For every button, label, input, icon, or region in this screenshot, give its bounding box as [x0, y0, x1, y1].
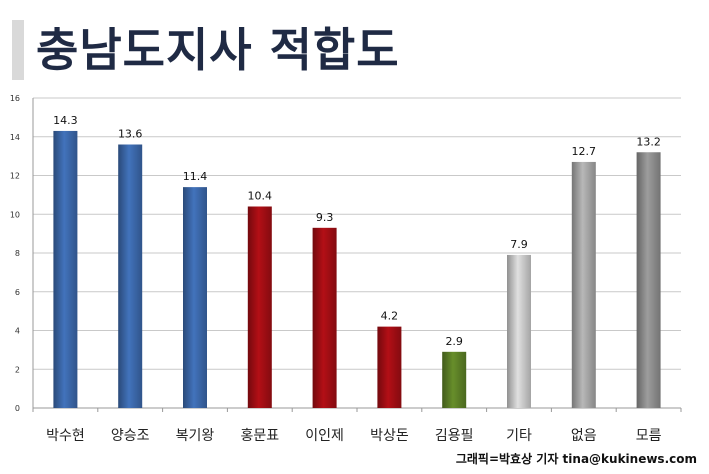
bar	[571, 161, 596, 408]
bar-value-label: 14.3	[53, 114, 78, 127]
category-label: 기타	[506, 428, 532, 444]
bar	[312, 227, 337, 408]
bar-value-label: 13.2	[636, 135, 661, 148]
category-label: 복기왕	[176, 428, 215, 444]
bar	[247, 206, 272, 408]
category-label: 이인제	[305, 428, 344, 444]
bar-value-label: 12.7	[572, 145, 597, 158]
y-tick-label: 16	[10, 94, 20, 103]
title-accent-bar	[12, 20, 24, 80]
y-tick-label: 0	[15, 404, 20, 413]
category-label: 김용필	[435, 428, 474, 444]
y-tick-label: 2	[15, 365, 20, 374]
bar	[118, 144, 143, 408]
bar	[507, 254, 531, 408]
y-tick-label: 12	[10, 172, 20, 181]
category-label: 모름	[636, 428, 662, 444]
bar-value-label: 2.9	[445, 335, 463, 348]
y-tick-label: 8	[15, 249, 20, 258]
y-tick-label: 14	[10, 133, 20, 142]
bar	[636, 152, 661, 408]
bar-value-label: 4.2	[381, 310, 399, 323]
y-tick-label: 6	[15, 288, 20, 297]
category-label: 없음	[571, 428, 597, 444]
category-label: 양승조	[111, 428, 150, 444]
category-label: 박수현	[46, 428, 85, 444]
bar-value-label: 7.9	[510, 238, 528, 251]
category-label: 홍문표	[240, 428, 279, 444]
bar	[442, 351, 467, 408]
graphic-credit: 그래픽=박효상 기자 tina@kukinews.com	[455, 452, 697, 466]
bar	[183, 187, 207, 408]
page-title: 충남도지사 적합도	[36, 23, 400, 77]
category-label: 박상돈	[370, 428, 409, 444]
bar-value-label: 11.4	[183, 170, 208, 183]
title-block: 충남도지사 적합도	[12, 18, 400, 82]
bar-value-label: 13.6	[118, 128, 143, 141]
bar-value-label: 9.3	[316, 211, 334, 224]
y-tick-label: 4	[15, 327, 20, 336]
y-tick-label: 10	[10, 210, 20, 219]
bar	[53, 130, 78, 408]
bar	[377, 326, 402, 408]
bar-value-label: 10.4	[248, 190, 273, 203]
